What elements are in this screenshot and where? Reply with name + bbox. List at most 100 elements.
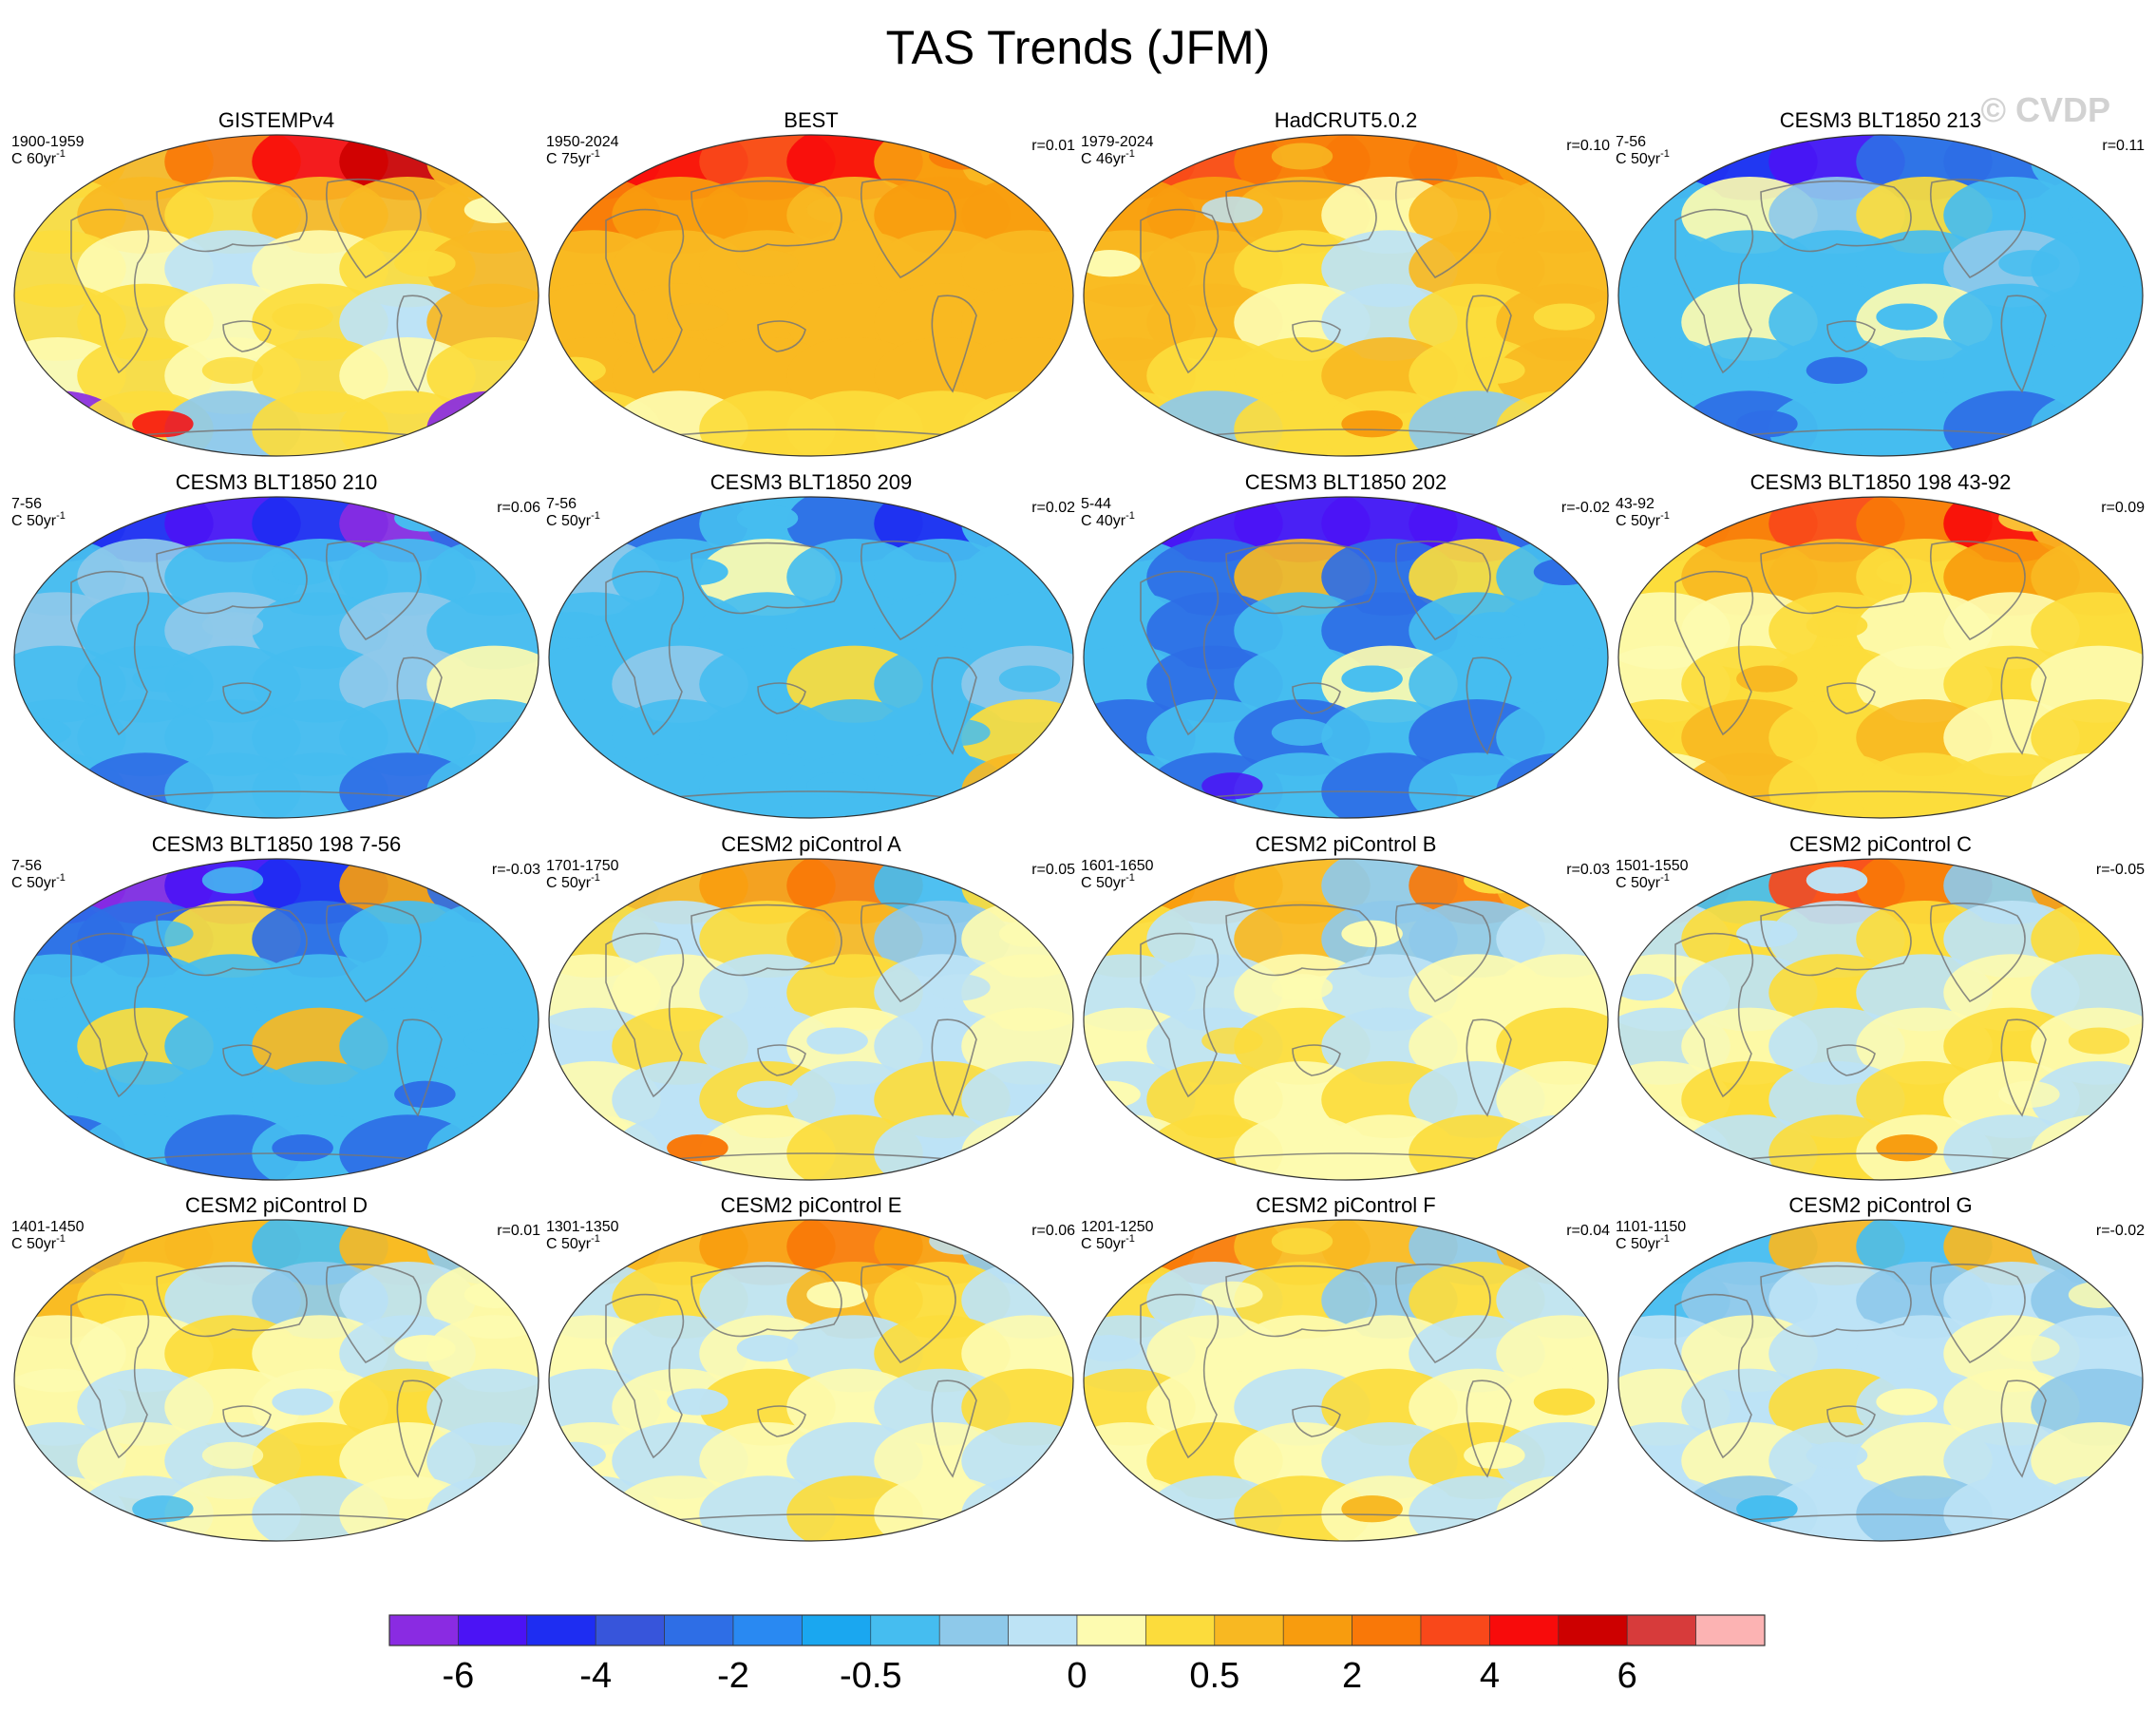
- map-panel: CESM3 BLT1850 202 5-44C 40yr-1 r=-0.02: [1081, 470, 1610, 819]
- coastline: [325, 540, 422, 641]
- panel-period: 1950-2024: [546, 134, 619, 150]
- coastline: [634, 1513, 987, 1525]
- colorbar-swatch: [1558, 1614, 1628, 1646]
- trend-blob: [998, 410, 1061, 438]
- map-outline: [1083, 134, 1609, 457]
- coastline: [1168, 1513, 1522, 1525]
- panel-period: 1301-1350: [546, 1219, 619, 1235]
- coastline: [222, 1044, 272, 1076]
- map-outline: [1083, 496, 1609, 819]
- trend-blob: [1084, 250, 1141, 277]
- colorbar-swatch: [388, 1614, 459, 1646]
- coastline: [931, 1379, 977, 1478]
- coastline: [1168, 790, 1522, 802]
- trend-field: [1084, 135, 1608, 456]
- trend-blob: [1736, 410, 1798, 438]
- figure-title: TAS Trends (JFM): [886, 21, 1271, 74]
- coastline: [2000, 295, 2047, 393]
- coastlines: [605, 540, 987, 802]
- coastline: [1826, 1405, 1876, 1437]
- colorbar-label: -2: [717, 1656, 749, 1696]
- trend-blob: [394, 1335, 456, 1362]
- trend-cell: [961, 752, 1073, 818]
- colorbar-swatch: [1489, 1614, 1560, 1646]
- panel-correlation: r=0.04: [1566, 1223, 1610, 1239]
- coastline: [1929, 540, 2026, 641]
- trend-field: [549, 1220, 1073, 1541]
- coastline: [325, 178, 422, 279]
- coastlines: [605, 902, 987, 1164]
- colorbar-swatch: [1282, 1614, 1352, 1646]
- colorbar-frame: [388, 1614, 1766, 1646]
- map-outline: [13, 858, 539, 1181]
- trend-blob: [667, 303, 728, 331]
- colorbar-swatch: [458, 1614, 528, 1646]
- coastline: [99, 1513, 452, 1525]
- trend-blob: [736, 250, 799, 277]
- panel-correlation: r=-0.03: [492, 862, 540, 878]
- trend-cell: [1496, 1475, 1608, 1541]
- panel-units: C 50yr-1: [11, 872, 66, 891]
- trend-blob: [1341, 920, 1403, 947]
- trend-blob: [201, 866, 264, 894]
- panel-period: 7-56: [546, 496, 577, 512]
- coastline: [605, 932, 685, 1098]
- coastlines: [70, 1263, 452, 1525]
- trend-blob: [1806, 356, 1868, 384]
- coastline: [70, 1293, 150, 1459]
- trend-blob: [806, 1281, 868, 1308]
- coastline: [2000, 1018, 2047, 1117]
- trend-blob: [201, 1441, 264, 1469]
- colorbar-swatch: [1145, 1614, 1216, 1646]
- map-outline: [13, 496, 539, 819]
- coastline: [931, 656, 977, 755]
- trend-blob: [806, 196, 868, 223]
- coastline: [70, 932, 150, 1098]
- map-outline: [548, 858, 1074, 1181]
- panel-title: CESM3 BLT1850 213: [1780, 108, 1981, 132]
- trend-blob: [1618, 718, 1675, 746]
- coastline: [931, 1018, 977, 1117]
- panel-units: C 50yr-1: [1616, 1233, 1670, 1252]
- coastline: [1703, 428, 2056, 440]
- panel-correlation: r=0.11: [2102, 138, 2145, 154]
- colorbar-swatch: [1626, 1614, 1696, 1646]
- coastline: [1394, 540, 1491, 641]
- panel-units: C 50yr-1: [546, 510, 600, 529]
- colorbar-swatch: [802, 1614, 872, 1646]
- trend-blob: [1084, 1335, 1141, 1362]
- coastline: [1168, 428, 1522, 440]
- panel-period: 7-56: [1616, 134, 1646, 150]
- trend-cell: [426, 1475, 539, 1541]
- colorbar-swatch: [1352, 1614, 1422, 1646]
- coastline: [1225, 904, 1377, 977]
- coastline: [757, 320, 806, 352]
- trend-blob: [998, 920, 1061, 947]
- trend-blob: [549, 356, 606, 384]
- coastlines: [605, 178, 987, 440]
- trend-field: [14, 1220, 539, 1541]
- coastline: [1140, 932, 1220, 1098]
- trend-blob: [1806, 1441, 1868, 1469]
- coastline: [396, 295, 443, 393]
- trend-blob: [1806, 612, 1868, 639]
- trend-blob: [929, 143, 991, 170]
- trend-field: [1618, 135, 2143, 456]
- coastline: [70, 208, 150, 374]
- trend-field: [1084, 1220, 1608, 1541]
- panel-units: C 75yr-1: [546, 148, 600, 167]
- coastline: [1674, 1293, 1754, 1459]
- trend-blob: [272, 303, 333, 331]
- map-panel: CESM3 BLT1850 210 7-56C 50yr-1 r=0.06: [11, 470, 540, 819]
- trend-cell: [1496, 1114, 1608, 1180]
- coastline: [99, 428, 452, 440]
- trend-blob: [1533, 558, 1596, 585]
- colorbar-label: 4: [1480, 1656, 1500, 1696]
- coastline: [690, 542, 842, 615]
- coastline: [690, 904, 842, 977]
- trend-blob: [998, 665, 1061, 693]
- panel-units: C 50yr-1: [546, 1233, 600, 1252]
